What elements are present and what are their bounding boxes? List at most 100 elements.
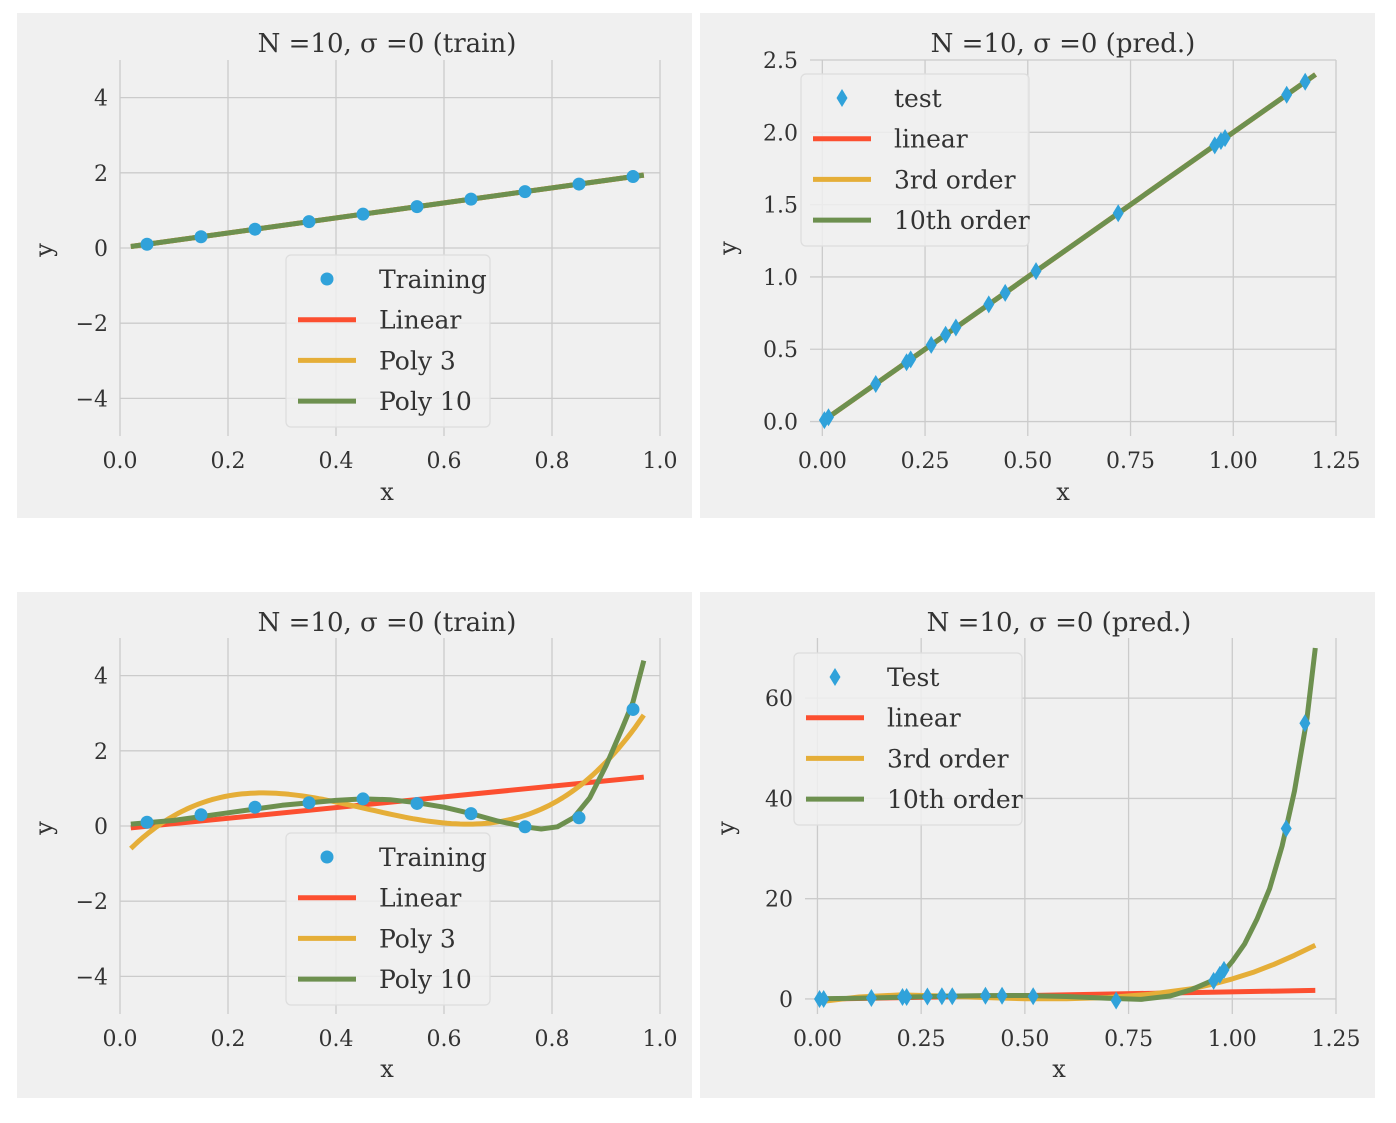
data-point — [410, 200, 424, 214]
data-point — [518, 820, 532, 834]
legend-label: linear — [894, 125, 968, 154]
legend-label: Training — [379, 265, 487, 294]
legend: Training Linear Poly 3 Poly 10 — [285, 832, 491, 1006]
data-point — [1110, 991, 1122, 1010]
plot-area: 0.00 0.25 0.50 0.75 1.00 1.25 0 20 40 60 Test linea… — [765, 638, 1360, 1052]
data-point — [410, 796, 424, 810]
legend-label: 10th order — [887, 785, 1023, 814]
x-tick-label: 1.0 — [643, 1027, 678, 1052]
subplot-top-left: N =10, σ =0 (train) x y 0.0 0.2 0.4 0.6 0.8 1… — [17, 13, 692, 518]
y-tick-label: 0 — [779, 988, 793, 1013]
subplot-title: N =10, σ =0 (pred.) — [927, 608, 1192, 638]
x-axis-label: x — [1056, 478, 1070, 506]
x-tick-label: 0.4 — [319, 449, 354, 474]
x-tick-label: 0.8 — [535, 449, 570, 474]
data-point — [901, 987, 913, 1006]
legend-label: Poly 10 — [379, 965, 472, 994]
data-point — [979, 986, 991, 1005]
plot-area: 0.00 0.25 0.50 0.75 1.00 1.25 0.0 0.5 1.0 1.5 2.0 2… — [763, 49, 1360, 474]
data-point — [194, 230, 208, 244]
legend: Training Linear Poly 3 Poly 10 — [285, 254, 491, 428]
x-tick-label: 1.00 — [1208, 1027, 1257, 1052]
x-tick-label: 0.2 — [211, 449, 246, 474]
x-tick-label: 1.0 — [643, 449, 678, 474]
legend-marker — [829, 668, 841, 686]
data-point — [1218, 960, 1230, 979]
data-point — [248, 800, 262, 814]
series-line-poly-10 — [130, 172, 645, 249]
data-point — [140, 815, 154, 829]
x-tick-label: 0.25 — [901, 449, 950, 474]
legend-label: Test — [887, 663, 939, 692]
y-tick-label: 2 — [94, 162, 108, 187]
legend-box — [285, 254, 491, 428]
data-point — [194, 808, 208, 822]
x-tick-label: 0.50 — [1000, 1027, 1049, 1052]
legend: test linear 3rd order 10th order — [800, 73, 1030, 247]
y-tick-label: 4 — [94, 87, 108, 112]
data-point — [940, 325, 952, 344]
x-tick-label: 1.25 — [1312, 1027, 1361, 1052]
data-point — [356, 792, 370, 806]
data-point — [302, 796, 316, 810]
series-line-poly-10 — [130, 659, 647, 832]
y-tick-label: 2.5 — [763, 49, 798, 74]
data-point — [1027, 987, 1039, 1006]
x-axis-label: x — [380, 478, 394, 506]
y-tick-label: 40 — [765, 787, 793, 812]
y-tick-label: 0.0 — [763, 411, 798, 436]
y-tick-label: −2 — [76, 890, 108, 915]
legend-label: test — [894, 84, 942, 113]
data-point — [925, 335, 937, 354]
y-axis-label: y — [714, 241, 742, 256]
data-point — [464, 807, 478, 821]
legend-label: 3rd order — [894, 165, 1016, 194]
series-line-linear — [130, 774, 645, 831]
legend-marker — [320, 850, 334, 864]
data-point — [626, 170, 640, 184]
y-axis-label: y — [712, 821, 740, 836]
data-point — [518, 185, 532, 199]
data-point — [818, 989, 830, 1008]
data-point — [936, 987, 948, 1006]
data-point — [950, 318, 962, 337]
data-point — [140, 237, 154, 251]
legend-label: Linear — [379, 884, 461, 913]
y-tick-label: 0 — [94, 237, 108, 262]
legend-box — [285, 832, 491, 1006]
y-axis-label: y — [30, 821, 58, 836]
data-point — [302, 215, 316, 229]
subplot-title: N =10, σ =0 (train) — [258, 29, 517, 59]
x-tick-label: 0.75 — [1106, 449, 1155, 474]
x-axis-label: x — [380, 1055, 394, 1083]
legend: Test linear 3rd order 10th order — [793, 652, 1023, 826]
data-point — [1280, 819, 1292, 838]
data-point — [626, 702, 640, 716]
data-point — [905, 350, 917, 369]
data-point — [248, 222, 262, 236]
y-tick-label: 4 — [94, 665, 108, 690]
data-point — [1299, 72, 1311, 91]
y-tick-label: 0 — [94, 815, 108, 840]
x-tick-label: 0.8 — [535, 1027, 570, 1052]
legend-box — [800, 73, 1030, 247]
y-tick-label: −2 — [76, 312, 108, 337]
legend-label: Poly 3 — [379, 346, 456, 375]
plot-area: 0.0 0.2 0.4 0.6 0.8 1.0 −4 −2 0 2 4 Training Linear P… — [76, 60, 678, 474]
subplot-top-right: N =10, σ =0 (pred.) x y 0.00 0.25 0.50 0.75… — [700, 13, 1375, 518]
y-tick-label: 20 — [765, 888, 793, 913]
x-tick-label: 1.25 — [1312, 449, 1361, 474]
data-point — [921, 987, 933, 1006]
data-point — [946, 987, 958, 1006]
data-point — [999, 283, 1011, 302]
series-line-poly-3 — [129, 713, 646, 851]
data-point — [1299, 714, 1311, 733]
subplot-bottom-left: N =10, σ =0 (train) x y 0.0 0.2 0.4 0.6 0.8 1… — [17, 592, 692, 1098]
data-point — [996, 986, 1008, 1005]
data-point — [822, 408, 834, 427]
data-point — [1219, 129, 1231, 148]
legend-marker — [320, 272, 334, 286]
x-tick-label: 0.00 — [798, 449, 847, 474]
plot-area: 0.0 0.2 0.4 0.6 0.8 1.0 −4 −2 0 2 4 Training Linear P… — [76, 638, 678, 1052]
data-point — [870, 374, 882, 393]
